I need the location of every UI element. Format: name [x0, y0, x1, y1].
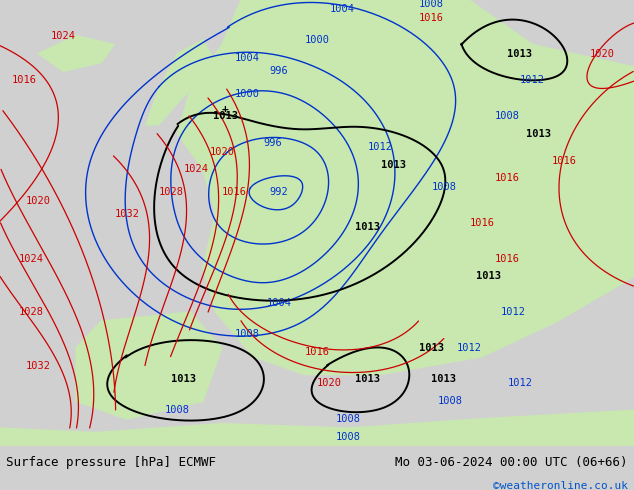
Text: 1013: 1013	[171, 374, 197, 384]
Text: +: +	[222, 104, 228, 114]
Text: 1008: 1008	[165, 405, 190, 415]
Text: 1004: 1004	[235, 53, 260, 63]
Text: 1012: 1012	[520, 75, 545, 85]
Text: 996: 996	[263, 138, 282, 147]
Text: 1004: 1004	[330, 4, 355, 14]
Text: 1024: 1024	[184, 165, 209, 174]
Text: 1008: 1008	[336, 414, 361, 424]
Text: 1012: 1012	[368, 142, 393, 152]
Text: Surface pressure [hPa] ECMWF: Surface pressure [hPa] ECMWF	[6, 456, 216, 469]
Text: 1008: 1008	[336, 432, 361, 442]
Text: 1016: 1016	[495, 173, 520, 183]
Text: 1032: 1032	[25, 361, 51, 370]
Text: 1013: 1013	[476, 271, 501, 281]
Text: 1016: 1016	[469, 218, 495, 228]
Text: 1008: 1008	[418, 0, 444, 9]
Text: 1013: 1013	[507, 49, 533, 58]
Polygon shape	[38, 36, 114, 72]
Text: 1013: 1013	[380, 160, 406, 170]
Text: 1008: 1008	[431, 182, 456, 192]
Text: 1013: 1013	[212, 111, 238, 121]
Polygon shape	[254, 0, 456, 72]
Text: 1028: 1028	[158, 187, 184, 197]
Text: 1016: 1016	[552, 155, 577, 166]
Text: 1028: 1028	[19, 307, 44, 317]
Polygon shape	[178, 0, 634, 374]
Text: 1016: 1016	[495, 254, 520, 264]
Text: 1016: 1016	[418, 13, 444, 23]
Text: 1012: 1012	[501, 307, 526, 317]
Text: 1013: 1013	[355, 222, 380, 232]
Text: 1013: 1013	[355, 374, 380, 384]
Text: ©weatheronline.co.uk: ©weatheronline.co.uk	[493, 481, 628, 490]
Text: 1008: 1008	[495, 111, 520, 121]
Text: 1032: 1032	[114, 209, 139, 219]
Text: 1000: 1000	[304, 35, 330, 45]
Text: Mo 03-06-2024 00:00 UTC (06+66): Mo 03-06-2024 00:00 UTC (06+66)	[395, 456, 628, 469]
Text: 1016: 1016	[304, 347, 330, 357]
Polygon shape	[76, 312, 222, 419]
Text: 1004: 1004	[266, 298, 292, 308]
Text: 1008: 1008	[235, 329, 260, 340]
Text: 1016: 1016	[11, 75, 37, 85]
Text: 1012: 1012	[507, 378, 533, 389]
Text: 992: 992	[269, 187, 288, 197]
Polygon shape	[146, 40, 216, 125]
Text: 1000: 1000	[235, 89, 260, 98]
Text: 1016: 1016	[222, 187, 247, 197]
Text: 1024: 1024	[51, 31, 76, 41]
Text: 1020: 1020	[590, 49, 615, 58]
Text: 1013: 1013	[526, 129, 552, 139]
Text: 1020: 1020	[25, 196, 51, 206]
Polygon shape	[0, 410, 634, 446]
Text: 1020: 1020	[317, 378, 342, 389]
Text: 996: 996	[269, 66, 288, 76]
Text: 1024: 1024	[19, 254, 44, 264]
Text: 1013: 1013	[431, 374, 456, 384]
Text: 1020: 1020	[209, 147, 235, 157]
Text: 1008: 1008	[437, 396, 463, 406]
Text: 1013: 1013	[418, 343, 444, 353]
Text: 1012: 1012	[456, 343, 482, 353]
